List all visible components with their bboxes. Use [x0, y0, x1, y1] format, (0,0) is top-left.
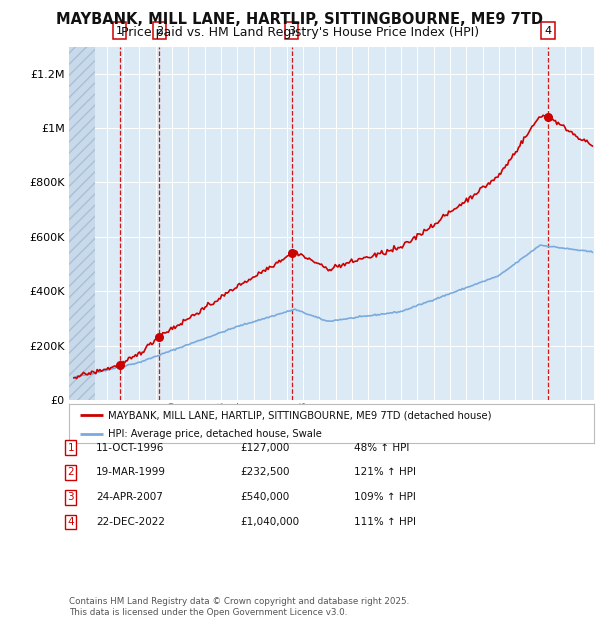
Bar	[69, 46, 95, 400]
Text: 1: 1	[116, 25, 123, 35]
Text: 24-APR-2007: 24-APR-2007	[96, 492, 163, 502]
Text: 109% ↑ HPI: 109% ↑ HPI	[354, 492, 416, 502]
Text: £127,000: £127,000	[240, 443, 289, 453]
Text: MAYBANK, MILL LANE, HARTLIP, SITTINGBOURNE, ME9 7TD (detached house): MAYBANK, MILL LANE, HARTLIP, SITTINGBOUR…	[109, 410, 492, 420]
Text: 1: 1	[67, 443, 74, 453]
Text: 4: 4	[544, 25, 551, 35]
Text: 121% ↑ HPI: 121% ↑ HPI	[354, 467, 416, 477]
Text: 19-MAR-1999: 19-MAR-1999	[96, 467, 166, 477]
Text: 111% ↑ HPI: 111% ↑ HPI	[354, 517, 416, 527]
Text: MAYBANK, MILL LANE, HARTLIP, SITTINGBOURNE, ME9 7TD: MAYBANK, MILL LANE, HARTLIP, SITTINGBOUR…	[56, 12, 544, 27]
Text: 11-OCT-1996: 11-OCT-1996	[96, 443, 164, 453]
Text: Price paid vs. HM Land Registry's House Price Index (HPI): Price paid vs. HM Land Registry's House …	[121, 26, 479, 39]
Text: 22-DEC-2022: 22-DEC-2022	[96, 517, 165, 527]
Text: £540,000: £540,000	[240, 492, 289, 502]
Text: 2: 2	[67, 467, 74, 477]
Text: 3: 3	[288, 25, 295, 35]
Text: £1,040,000: £1,040,000	[240, 517, 299, 527]
Text: 2: 2	[156, 25, 163, 35]
Text: Contains HM Land Registry data © Crown copyright and database right 2025.
This d: Contains HM Land Registry data © Crown c…	[69, 598, 409, 617]
Text: 48% ↑ HPI: 48% ↑ HPI	[354, 443, 409, 453]
Text: £232,500: £232,500	[240, 467, 290, 477]
Text: 4: 4	[67, 517, 74, 527]
Text: HPI: Average price, detached house, Swale: HPI: Average price, detached house, Swal…	[109, 428, 322, 438]
Text: 3: 3	[67, 492, 74, 502]
